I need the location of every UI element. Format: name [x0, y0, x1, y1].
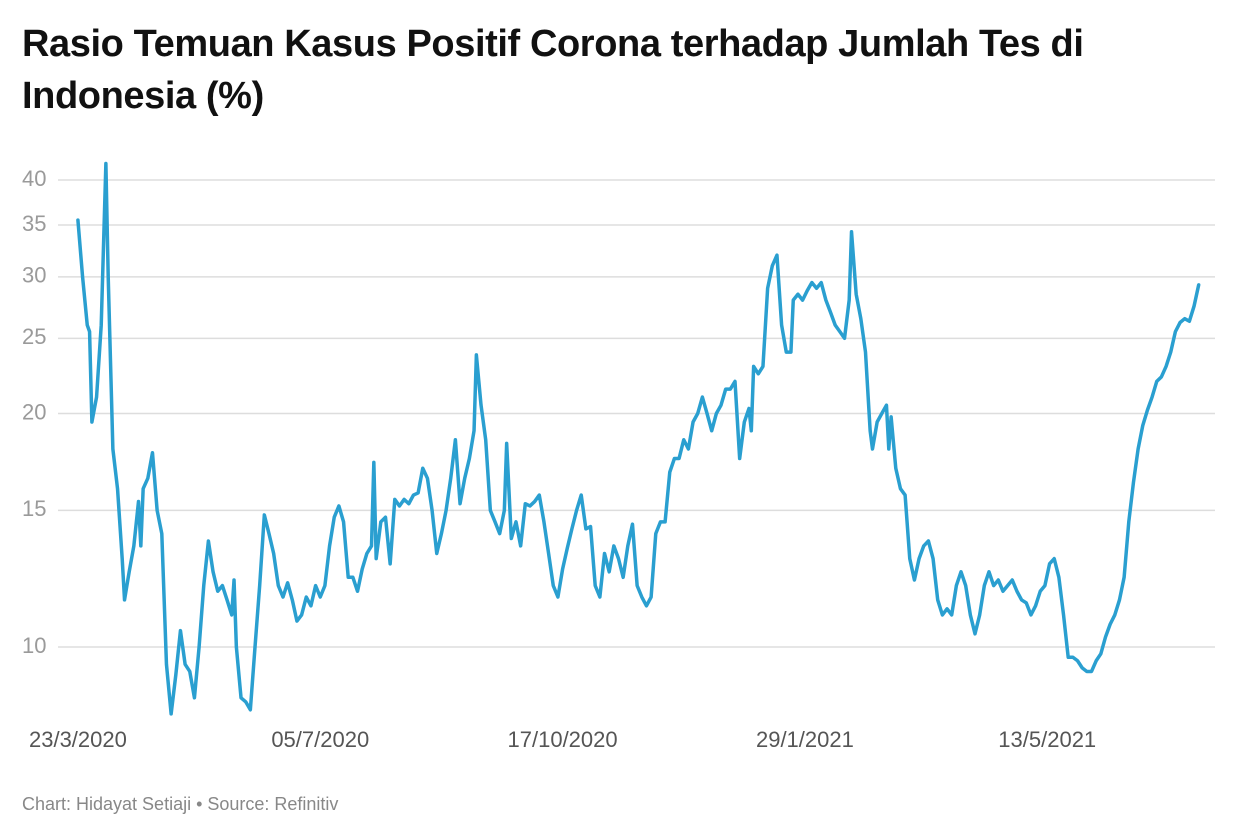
y-tick-label: 25: [22, 324, 46, 349]
y-tick-label: 40: [22, 166, 46, 191]
x-tick-label: 05/7/2020: [271, 727, 369, 752]
y-tick-label: 10: [22, 633, 46, 658]
source-note: Chart: Hidayat Setiaji • Source: Refinit…: [22, 794, 339, 814]
y-tick-label: 30: [22, 263, 46, 288]
x-tick-label: 23/3/2020: [29, 727, 127, 752]
y-tick-label: 35: [22, 211, 46, 236]
x-tick-label: 13/5/2021: [998, 727, 1096, 752]
data-line: [76, 161, 1201, 716]
y-tick-label: 15: [22, 496, 46, 521]
y-tick-label: 20: [22, 399, 46, 424]
x-tick-label: 17/10/2020: [508, 727, 618, 752]
x-tick-label: 29/1/2021: [756, 727, 854, 752]
chart-title: Rasio Temuan Kasus Positif Corona terhad…: [22, 23, 1084, 117]
